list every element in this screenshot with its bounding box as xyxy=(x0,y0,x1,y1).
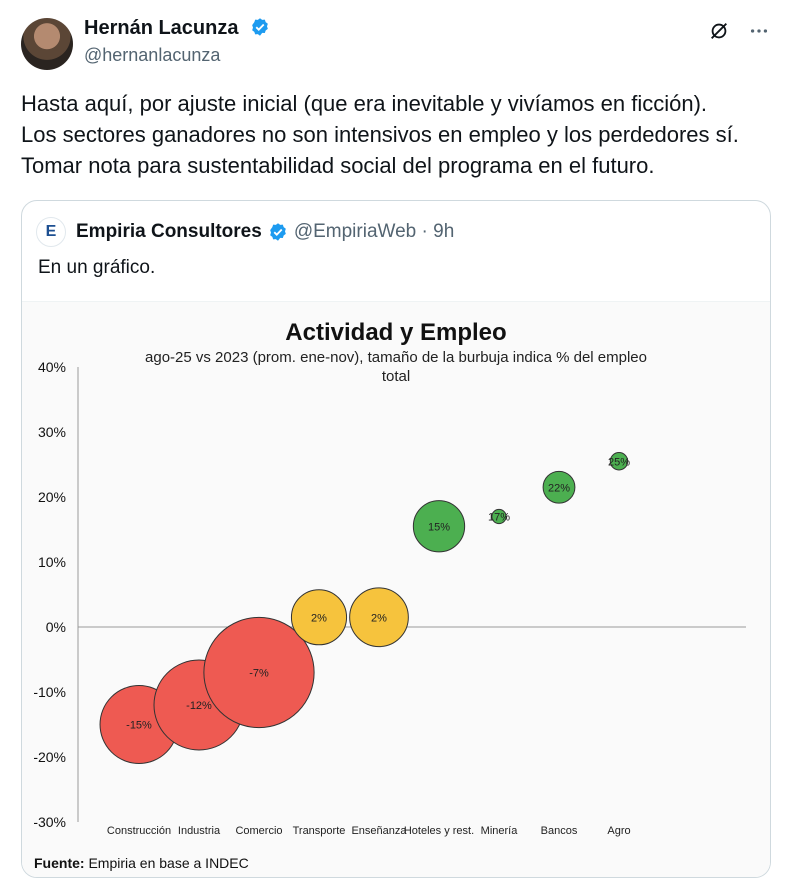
author-name[interactable]: Hernán Lacunza xyxy=(84,17,270,40)
bubble-value-label: 25% xyxy=(608,456,630,468)
quote-text: En un gráfico. xyxy=(38,257,156,278)
y-tick-label: 10% xyxy=(38,554,66,570)
tweet-line: Los sectores ganadores no son intensivos… xyxy=(21,122,739,147)
bubble-value-label: 2% xyxy=(311,612,327,624)
x-category-label: Comercio xyxy=(235,825,282,837)
bubble xyxy=(203,616,315,729)
y-tick-label: 20% xyxy=(38,489,66,505)
chart-subtitle: ago-25 vs 2023 (prom. ene-nov), tamaño d… xyxy=(145,349,647,366)
grok-icon[interactable] xyxy=(708,20,730,42)
bubble xyxy=(349,587,409,648)
bubble-value-label: 22% xyxy=(548,482,570,494)
bubble-value-label: -12% xyxy=(186,700,212,712)
verified-badge-icon xyxy=(269,223,286,241)
empiria-logo-icon: E xyxy=(36,217,66,247)
y-tick-label: -20% xyxy=(33,749,66,765)
bubble-chart: Actividad y Empleo ago-25 vs 2023 (prom.… xyxy=(33,319,746,871)
bubble xyxy=(491,508,507,525)
bubble xyxy=(290,589,348,646)
x-category-label: Minería xyxy=(481,825,519,837)
author-name-text[interactable]: Hernán Lacunza xyxy=(84,17,239,39)
y-tick-label: -30% xyxy=(33,814,66,830)
x-category-label: Industria xyxy=(178,825,221,837)
tweet-text: Hasta aquí, por ajuste inicial (que era … xyxy=(21,88,771,181)
bubble-value-label: 17% xyxy=(488,512,510,524)
x-category-label: Enseñanza xyxy=(351,825,407,837)
chart-title: Actividad y Empleo xyxy=(285,319,506,346)
bubble-value-label: -15% xyxy=(126,720,152,732)
author-avatar[interactable] xyxy=(21,18,73,70)
y-tick-label: 40% xyxy=(38,359,66,375)
verified-badge-icon xyxy=(252,18,268,36)
quote-author-name[interactable]: Empiria Consultores xyxy=(76,221,262,242)
quoted-tweet[interactable]: E Empiria Consultores @EmpiriaWeb · 9h E… xyxy=(21,200,771,878)
x-category-label: Construcción xyxy=(107,825,171,837)
bubble-value-label: 15% xyxy=(428,521,450,533)
bubble-value-label: 2% xyxy=(371,612,387,624)
y-tick-label: 30% xyxy=(38,424,66,440)
bubble xyxy=(609,452,629,471)
x-category-label: Transporte xyxy=(293,825,346,837)
x-category-label: Bancos xyxy=(541,825,578,837)
y-tick-label: -10% xyxy=(33,684,66,700)
chart-image[interactable]: Actividad y Empleo ago-25 vs 2023 (prom.… xyxy=(22,301,770,877)
tweet-line: Hasta aquí, por ajuste inicial (que era … xyxy=(21,91,708,116)
bubble-value-label: -7% xyxy=(249,668,269,680)
more-icon[interactable] xyxy=(748,20,770,42)
author-handle[interactable]: @hernanlacunza xyxy=(84,45,221,65)
x-category-label: Agro xyxy=(607,825,630,837)
bubble xyxy=(542,470,576,504)
tweet-line: Tomar nota para sustentabilidad social d… xyxy=(21,153,655,178)
chart-subtitle: total xyxy=(382,368,410,385)
x-category-label: Hoteles y rest. xyxy=(404,825,474,837)
quote-author-handle[interactable]: @EmpiriaWeb · 9h xyxy=(293,221,455,242)
y-tick-label: 0% xyxy=(46,619,66,635)
chart-source: Fuente: Empiria en base a INDEC xyxy=(34,855,249,871)
bubble xyxy=(412,500,466,553)
